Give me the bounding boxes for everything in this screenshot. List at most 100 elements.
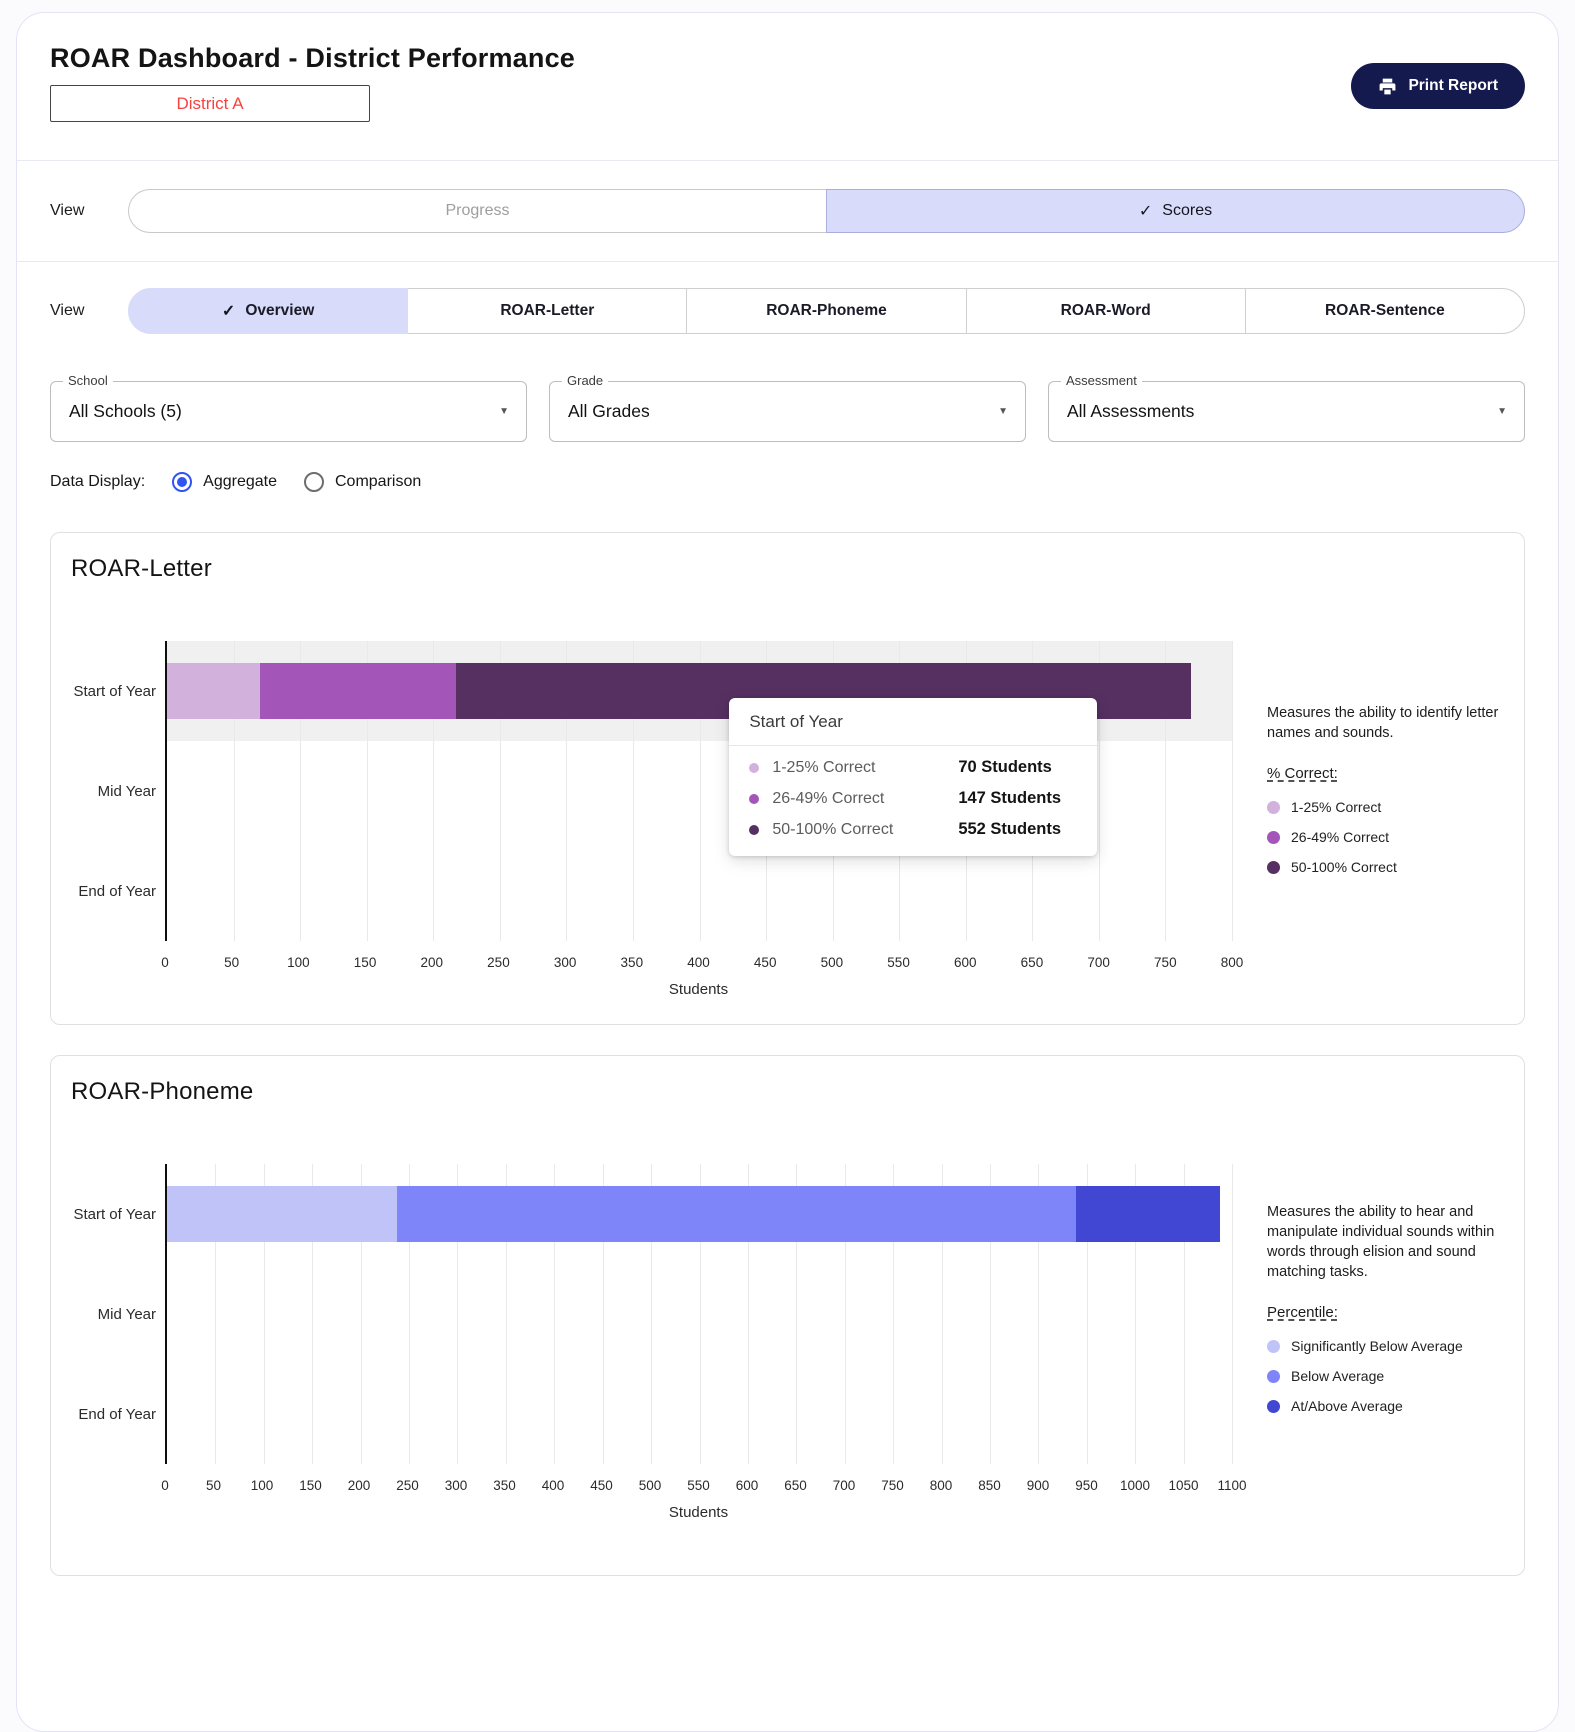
print-report-label: Print Report: [1408, 77, 1498, 94]
chart-description: Measures the ability to identify letter …: [1267, 705, 1499, 741]
view-mode-label: View: [50, 202, 85, 219]
roar-phoneme-chart-card: ROAR-Phoneme Start of Year Mid Year End of…: [50, 1055, 1525, 1576]
view-scores-toggle[interactable]: ✓ Scores: [826, 189, 1525, 233]
radio-selected-icon[interactable]: [172, 472, 193, 492]
gridline: [796, 1164, 798, 1464]
school-select[interactable]: School All Schools (5) ▼: [50, 373, 527, 442]
tab-overview[interactable]: ✓ Overview: [128, 288, 409, 334]
view-tabs-label: View: [50, 302, 85, 319]
chart-area: Start of Year Mid Year End of Year 0 50 100 1…: [71, 1164, 1504, 1521]
y-axis-labels: Start of Year Mid Year End of Year: [71, 641, 165, 998]
gridline: [215, 1164, 217, 1464]
x-tick-label: 350: [620, 955, 644, 970]
legend-title: % Correct:: [1267, 765, 1338, 782]
tooltip-title: Start of Year: [729, 712, 1098, 746]
x-tick-label: 300: [444, 1478, 468, 1493]
view-tabs: ✓ Overview ROAR-Letter ROAR-Phoneme ROAR…: [128, 288, 1526, 334]
x-tick-label: 750: [881, 1478, 904, 1493]
tooltip-row: 1-25% Correct 70 Students: [729, 758, 1097, 777]
divider: [17, 261, 1558, 262]
gridline: [699, 1164, 701, 1464]
x-tick-label: 450: [753, 955, 777, 970]
district-selector-value: District A: [176, 93, 244, 113]
view-scores-label: Scores: [1162, 202, 1213, 219]
x-axis-ticks: 0 50 100 150 200 250 300 350 400 450 500 550 600 650 7…: [161, 1478, 1246, 1496]
comparison-radio-option[interactable]: Comparison: [304, 472, 421, 492]
legend: 1-25% Correct 26-49% Correct 50-100% Corre…: [1267, 799, 1504, 875]
chart-description: Measures the ability to hear and manipul…: [1267, 1204, 1495, 1280]
tab-roar-phoneme-label: ROAR-Phoneme: [766, 302, 887, 319]
chevron-down-icon: ▼: [1497, 406, 1507, 417]
view-progress-toggle[interactable]: Progress: [128, 189, 826, 233]
x-tick-label: 450: [590, 1478, 613, 1493]
plot: [165, 1164, 1233, 1464]
gridline: [566, 641, 568, 941]
header-left: ROAR Dashboard - District Performance Di…: [50, 43, 575, 160]
radio-unselected-icon[interactable]: [304, 472, 324, 492]
x-tick-label: 150: [353, 955, 377, 970]
y-axis-label: Mid Year: [97, 1305, 156, 1323]
bar-segment[interactable]: [1076, 1186, 1221, 1242]
legend-dot: [1267, 860, 1280, 874]
aggregate-radio-label: Aggregate: [203, 473, 277, 490]
bar-segment[interactable]: [397, 1186, 1077, 1242]
legend-label: At/Above Average: [1291, 1398, 1403, 1414]
gridline: [1232, 1164, 1233, 1464]
chevron-down-icon: ▼: [499, 406, 509, 417]
bar-segment[interactable]: [260, 663, 456, 719]
x-tick-label: 250: [396, 1478, 419, 1493]
x-tick-label: 550: [887, 955, 910, 970]
view-tabs-row: View ✓ Overview ROAR-Letter ROAR-Phoneme…: [17, 288, 1558, 334]
legend-dot: [1267, 1399, 1280, 1413]
tab-roar-sentence[interactable]: ROAR-Sentence: [1244, 288, 1526, 334]
x-tick-label: 200: [420, 955, 444, 970]
x-tick-label: 600: [953, 955, 977, 970]
print-report-button[interactable]: Print Report: [1351, 63, 1525, 109]
gridline: [366, 641, 368, 941]
x-tick-label: 150: [299, 1478, 322, 1493]
gridline: [433, 641, 435, 941]
gridline: [747, 1164, 749, 1464]
comparison-radio-label: Comparison: [335, 473, 422, 490]
legend-item: Significantly Below Average: [1267, 1338, 1504, 1354]
bar-segment[interactable]: [167, 1186, 398, 1242]
page-title: ROAR Dashboard - District Performance: [50, 43, 576, 73]
y-axis-label: End of Year: [78, 882, 156, 900]
y-axis-label: End of Year: [78, 1405, 156, 1423]
chart-side-panel: Measures the ability to hear and manipul…: [1232, 1164, 1504, 1521]
bar-segment[interactable]: [167, 663, 261, 719]
aggregate-radio-option[interactable]: Aggregate: [172, 472, 277, 492]
x-tick-label: 400: [541, 1478, 565, 1493]
tab-roar-word[interactable]: ROAR-Word: [965, 288, 1246, 334]
x-tick-label: 50: [205, 1478, 222, 1493]
header: ROAR Dashboard - District Performance Di…: [17, 13, 1558, 160]
assessment-select[interactable]: Assessment All Assessments ▼: [1048, 373, 1525, 442]
x-tick-label: 200: [347, 1478, 371, 1493]
stacked-bar[interactable]: [167, 1186, 1232, 1242]
gridline: [312, 1164, 314, 1464]
y-axis-labels: Start of Year Mid Year End of Year: [71, 1164, 165, 1521]
x-tick-label: 1000: [1119, 1478, 1151, 1493]
gridline: [409, 1164, 411, 1464]
tab-roar-sentence-label: ROAR-Sentence: [1325, 302, 1445, 319]
tab-roar-phoneme[interactable]: ROAR-Phoneme: [686, 288, 967, 334]
legend-dot: [1267, 800, 1280, 814]
x-tick-label: 900: [1026, 1478, 1050, 1493]
school-select-value: All Schools (5): [69, 401, 182, 421]
y-axis-label: Start of Year: [73, 1205, 156, 1223]
data-display-row: Data Display: Aggregate Comparison: [17, 472, 1558, 492]
tooltip-value: 70 Students: [958, 758, 1052, 776]
tab-overview-label: Overview: [245, 302, 315, 319]
tooltip-row: 26-49% Correct 147 Students: [729, 789, 1097, 808]
plot: Start of Year 1-25% Correct 70 Students 26-…: [165, 641, 1233, 941]
district-selector[interactable]: District A: [50, 85, 370, 122]
x-tick-label: 250: [487, 955, 510, 970]
view-mode-toggle: Progress ✓ Scores: [128, 189, 1525, 233]
legend-dot: [1267, 1339, 1280, 1353]
tooltip-row: 50-100% Correct 552 Students: [729, 820, 1097, 839]
x-axis-title: Students: [668, 1504, 729, 1521]
tooltip-value: 552 Students: [958, 820, 1062, 838]
x-tick-label: 500: [820, 955, 844, 970]
grade-select[interactable]: Grade All Grades ▼: [549, 373, 1026, 442]
tab-roar-letter[interactable]: ROAR-Letter: [407, 288, 688, 334]
